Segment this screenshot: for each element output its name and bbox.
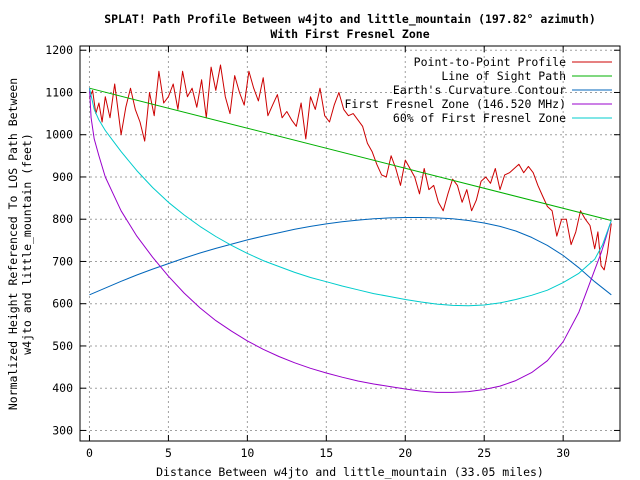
x-tick-label: 15 (319, 446, 333, 460)
y-tick-label: 600 (52, 297, 73, 311)
y-tick-label: 300 (52, 423, 73, 437)
series-line-4 (89, 88, 612, 393)
series-line-3 (89, 217, 612, 296)
y-axis-label-line1: Normalized Height Referenced To LOS Path… (6, 78, 20, 410)
y-tick-label: 700 (52, 254, 73, 268)
x-tick-label: 5 (165, 446, 172, 460)
legend-label: Earth's Curvature Contour (393, 83, 566, 97)
gridlines (80, 46, 620, 441)
y-tick-label: 1200 (45, 43, 73, 57)
x-tick-label: 25 (477, 446, 491, 460)
y-tick-label: 400 (52, 381, 73, 395)
series-line-2 (89, 87, 612, 221)
x-tick-label: 20 (398, 446, 412, 460)
y-tick-label: 1000 (45, 128, 73, 142)
axis-ticks: 0 5 10 15 20 25 30 300 400 500 600 700 800 900 1000 110… (45, 43, 620, 460)
legend-label: Line of Sight Path (441, 69, 566, 83)
x-axis-label: Distance Between w4jto and little_mounta… (156, 465, 544, 479)
y-tick-label: 800 (52, 212, 73, 226)
series-line-5 (89, 88, 612, 307)
legend-label: First Fresnel Zone (146.520 MHz) (344, 97, 566, 111)
x-tick-label: 30 (556, 446, 570, 460)
legend-label: Point-to-Point Profile (414, 55, 566, 69)
chart-title: SPLAT! Path Profile Between w4jto and li… (104, 12, 596, 27)
y-tick-label: 500 (52, 339, 73, 353)
x-tick-label: 10 (240, 446, 254, 460)
chart-subtitle: With First Fresnel Zone (270, 27, 429, 41)
series-line-1 (89, 64, 612, 271)
x-tick-label: 0 (86, 446, 93, 460)
y-tick-label: 900 (52, 170, 73, 184)
legend-label: 60% of First Fresnel Zone (393, 111, 566, 125)
y-tick-label: 1100 (45, 85, 73, 99)
plot-border (79, 45, 621, 442)
y-axis-label-line2: w4jto and little_mountain (feet) (20, 133, 34, 355)
series-lines (89, 64, 612, 393)
